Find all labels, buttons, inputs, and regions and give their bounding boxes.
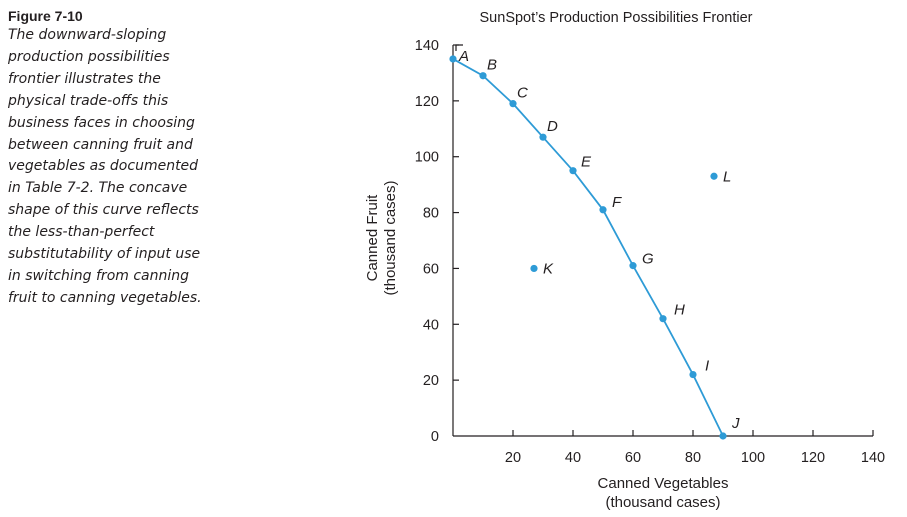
caption-line: frontier illustrates the (8, 70, 161, 87)
y-tick-label: 80 (423, 206, 439, 222)
y-tick-label: 0 (431, 429, 439, 445)
point-label: K (543, 260, 554, 277)
x-tick-label: 20 (505, 450, 521, 466)
y-tick-label: 120 (415, 94, 439, 110)
caption-line: production possibilities (8, 48, 170, 65)
y-tick-label: 140 (415, 38, 439, 54)
caption-line: shape of this curve reflects (8, 202, 199, 219)
point-label: L (723, 168, 731, 185)
y-tick-label: 60 (423, 261, 439, 277)
x-tick-label: 120 (801, 450, 825, 466)
point-label: D (547, 118, 558, 135)
ppf-point (719, 432, 727, 440)
ppf-point (509, 100, 517, 108)
ppf-point (629, 262, 637, 270)
x-tick-label: 80 (685, 450, 701, 466)
caption-line: physical trade-offs this (8, 92, 169, 109)
caption-line: in Table 7-2. The concave (8, 180, 188, 197)
point-label: E (581, 154, 592, 171)
figure-caption: Figure 7-10 The downward-sloping producti… (8, 8, 243, 310)
point-label: I (705, 358, 709, 375)
x-tick-label: 100 (741, 450, 765, 466)
y-tick-label: 20 (423, 373, 439, 389)
ppf-curve (452, 58, 724, 437)
point-label: B (487, 57, 497, 74)
figure-label: Figure 7-10 (8, 8, 83, 24)
caption-line: in switching from canning (8, 267, 190, 284)
ppf-point (659, 315, 667, 323)
caption-line: between canning fruit and (8, 136, 193, 153)
ppf-point (539, 133, 547, 141)
axis-label-line: (thousand cases) (605, 493, 721, 511)
axis-top-bracket (455, 44, 463, 51)
point-label: A (458, 48, 469, 65)
x-tick-label: 140 (861, 450, 885, 466)
caption-line: business faces in choosing (8, 114, 195, 131)
y-tick-label: 100 (415, 150, 439, 166)
point-label: J (731, 415, 740, 432)
chart-title: SunSpot’s Production Possibilities Front… (479, 10, 753, 26)
extra-point (710, 172, 718, 180)
x-tick-label: 40 (565, 450, 581, 466)
point-label: G (642, 251, 654, 268)
caption-text: The downward-sloping production possibili… (8, 25, 243, 310)
caption-line: fruit to canning vegetables. (8, 289, 202, 306)
ppf-point (599, 206, 607, 214)
ppf-point (479, 72, 487, 80)
caption-line: substitutability of input use (8, 246, 201, 263)
x-axis-label: Canned Vegetables (thousand cases) (598, 475, 729, 512)
ppf-point (689, 370, 697, 379)
point-label: H (674, 302, 685, 319)
caption-line: the less-than-perfect (8, 224, 155, 241)
x-tick-label: 60 (625, 450, 641, 466)
ppf-point (569, 167, 577, 175)
axis-label-line: Canned Vegetables (597, 475, 729, 492)
point-label: F (612, 194, 622, 211)
caption-line: The downward-sloping (8, 27, 167, 43)
caption-line: vegetables as documented (8, 158, 199, 175)
point-label: C (517, 85, 528, 102)
ppf-point (449, 55, 457, 63)
extra-point (530, 264, 538, 273)
y-tick-label: 40 (423, 317, 439, 333)
